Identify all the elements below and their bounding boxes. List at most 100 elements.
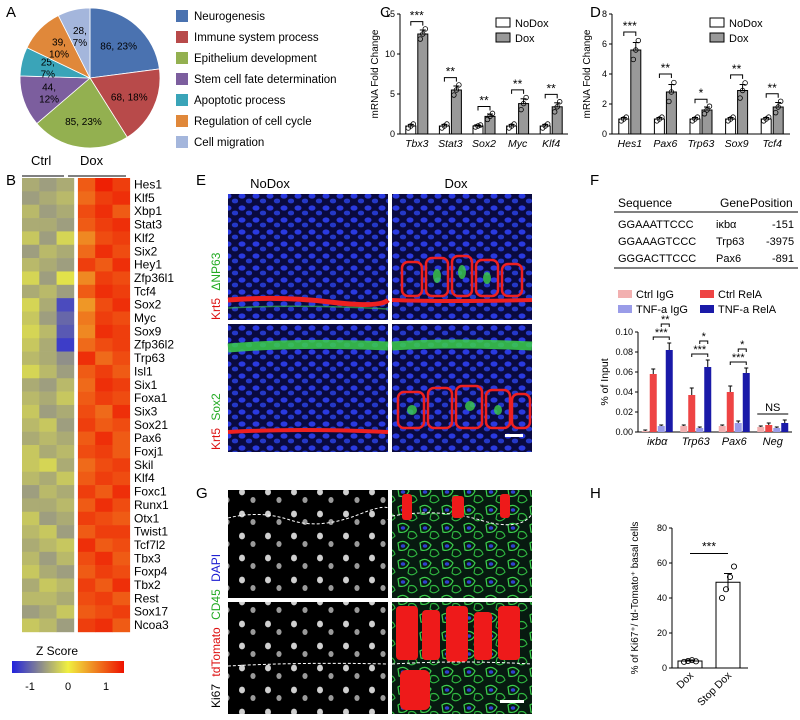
data-point <box>477 122 484 128</box>
heatmap-cell <box>22 391 40 406</box>
heatmap-cell <box>56 498 75 513</box>
heatmap-cell <box>22 498 40 513</box>
heatmap-cell <box>77 511 96 526</box>
significance-bracket <box>544 93 558 99</box>
heatmap-cell <box>39 431 57 446</box>
heatmap-cell <box>39 445 57 459</box>
bar <box>765 425 773 432</box>
heatmap-cell <box>22 324 40 339</box>
data-point <box>552 109 558 115</box>
data-point <box>420 31 426 37</box>
data-point <box>475 123 481 129</box>
data-point <box>518 106 524 113</box>
y-tick-label: 15 <box>385 9 395 19</box>
data-point <box>706 103 713 109</box>
heatmap-cell <box>22 538 40 553</box>
heatmap-cell <box>22 338 40 352</box>
heatmap-cell <box>22 458 40 472</box>
y-tick-label: 0.02 <box>615 407 633 417</box>
heatmap-cell <box>56 591 75 606</box>
heatmap-cell <box>22 351 40 366</box>
heatmap-cell <box>39 271 57 286</box>
heatmap-cell <box>77 244 96 259</box>
heatmap-cell <box>22 311 40 326</box>
heatmap-cell <box>56 311 75 326</box>
significance-bracket <box>477 106 491 111</box>
group-label-ctrl: Ctrl <box>31 153 51 168</box>
heatmap-cell <box>39 565 57 579</box>
significance-bracket <box>623 31 637 36</box>
gene-label: Sox21 <box>134 418 168 432</box>
data-point <box>701 111 708 117</box>
gene-label: Trp63 <box>134 351 165 365</box>
heatmap-cell <box>95 218 113 232</box>
heatmap-cell <box>112 284 131 299</box>
legend-label: Neurogenesis <box>194 11 265 23</box>
heatmap-cell <box>22 231 40 246</box>
pie-slice-label: 7% <box>73 38 88 49</box>
pie-slice <box>89 7 160 79</box>
heatmap-cell <box>39 284 57 299</box>
x-tick-label: Neg <box>763 436 784 448</box>
table-cell: GGAAATTCCC <box>618 219 694 231</box>
zscore-tick: 0 <box>65 681 71 693</box>
bar <box>696 428 704 432</box>
table-cell: -151 <box>772 219 794 231</box>
significance-bracket <box>660 323 670 327</box>
data-point <box>739 87 746 94</box>
significance-label: ** <box>479 94 489 108</box>
y-axis-label: mRNA Fold Change <box>582 29 593 118</box>
x-tick-label: Stop Dox <box>695 669 735 709</box>
heatmap-cell <box>77 565 96 579</box>
heatmap-cell <box>112 244 131 259</box>
significance-bracket <box>652 336 670 340</box>
heatmap-cell <box>39 244 57 259</box>
heatmap-cell <box>77 551 96 566</box>
stain-label-ki67: Ki67 <box>209 684 223 708</box>
heatmap-cell <box>39 418 57 432</box>
heatmap-cell <box>39 324 57 339</box>
bar <box>417 33 429 135</box>
heatmap-cell <box>77 591 96 606</box>
legend-label: Dox <box>729 33 749 45</box>
bar <box>715 581 741 669</box>
legend-label: Immune system process <box>194 32 319 44</box>
heatmap-cell <box>112 418 131 432</box>
heatmap-cell <box>56 471 75 486</box>
heatmap-cell <box>112 591 131 606</box>
bar <box>718 426 726 432</box>
pie-slice-label: 10% <box>49 50 69 61</box>
heatmap-cell <box>77 298 96 312</box>
gene-label: Tcf7l2 <box>134 538 166 552</box>
bar <box>450 89 462 135</box>
heatmap-cell <box>39 298 57 312</box>
bar <box>734 423 742 432</box>
significance-label: *** <box>410 9 424 23</box>
heatmap-cell <box>56 364 75 379</box>
significance-bracket <box>511 89 525 94</box>
micrograph-e-nodox-bottom <box>227 324 389 452</box>
bar <box>649 374 657 432</box>
significance-label: ** <box>768 81 778 95</box>
heatmap-cell <box>95 191 113 205</box>
legend-swatch <box>176 73 188 85</box>
heatmap-cell <box>112 178 131 192</box>
pie-slice <box>89 68 161 138</box>
heatmap-cell <box>95 284 113 299</box>
significance-bracket <box>737 348 747 352</box>
heatmap-cell <box>56 551 75 566</box>
significance-bracket <box>443 77 457 82</box>
table-cell: -891 <box>772 253 794 265</box>
heatmap-cell <box>77 498 96 513</box>
heatmap-cell <box>112 351 131 366</box>
heatmap-cell <box>39 511 57 526</box>
data-point <box>737 95 743 101</box>
heatmap-cell <box>77 324 96 339</box>
row-label-g: Ki67 tdTomato CD45 DAPI <box>209 554 223 708</box>
legend-label: NoDox <box>515 18 549 30</box>
legend-label: Cell migration <box>194 137 264 149</box>
heatmap-cell <box>112 618 131 633</box>
gene-label: Tbx2 <box>134 578 161 592</box>
significance-label: ** <box>661 314 670 326</box>
panel-label-f: F <box>590 172 599 189</box>
